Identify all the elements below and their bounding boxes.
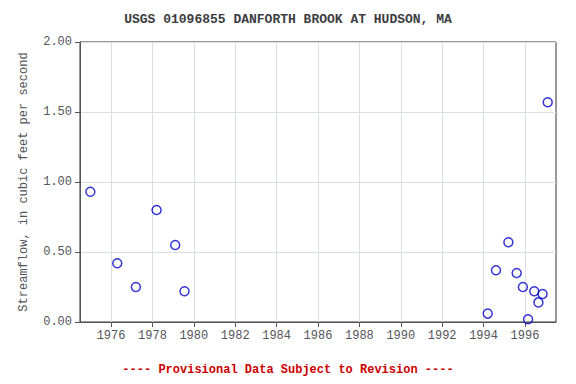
svg-text:---- Provisional Data Subject: ---- Provisional Data Subject to Revisio… <box>122 363 453 377</box>
svg-text:0.00: 0.00 <box>43 315 72 329</box>
svg-text:0.50: 0.50 <box>43 245 72 259</box>
svg-text:1.50: 1.50 <box>43 105 72 119</box>
svg-text:1994: 1994 <box>469 329 498 343</box>
svg-text:1976: 1976 <box>97 329 126 343</box>
svg-text:1992: 1992 <box>428 329 457 343</box>
svg-text:USGS 01096855 DANFORTH BROOK A: USGS 01096855 DANFORTH BROOK AT HUDSON, … <box>124 12 452 27</box>
svg-text:1984: 1984 <box>262 329 291 343</box>
svg-text:2.00: 2.00 <box>43 35 72 49</box>
svg-text:1988: 1988 <box>345 329 374 343</box>
svg-text:1980: 1980 <box>179 329 208 343</box>
svg-text:1.00: 1.00 <box>43 175 72 189</box>
svg-text:1996: 1996 <box>511 329 540 343</box>
svg-text:1990: 1990 <box>386 329 415 343</box>
svg-text:1986: 1986 <box>304 329 333 343</box>
svg-text:Streamflow, in cubic feet per: Streamflow, in cubic feet per second <box>17 52 31 311</box>
svg-text:1982: 1982 <box>221 329 250 343</box>
svg-text:1978: 1978 <box>138 329 167 343</box>
